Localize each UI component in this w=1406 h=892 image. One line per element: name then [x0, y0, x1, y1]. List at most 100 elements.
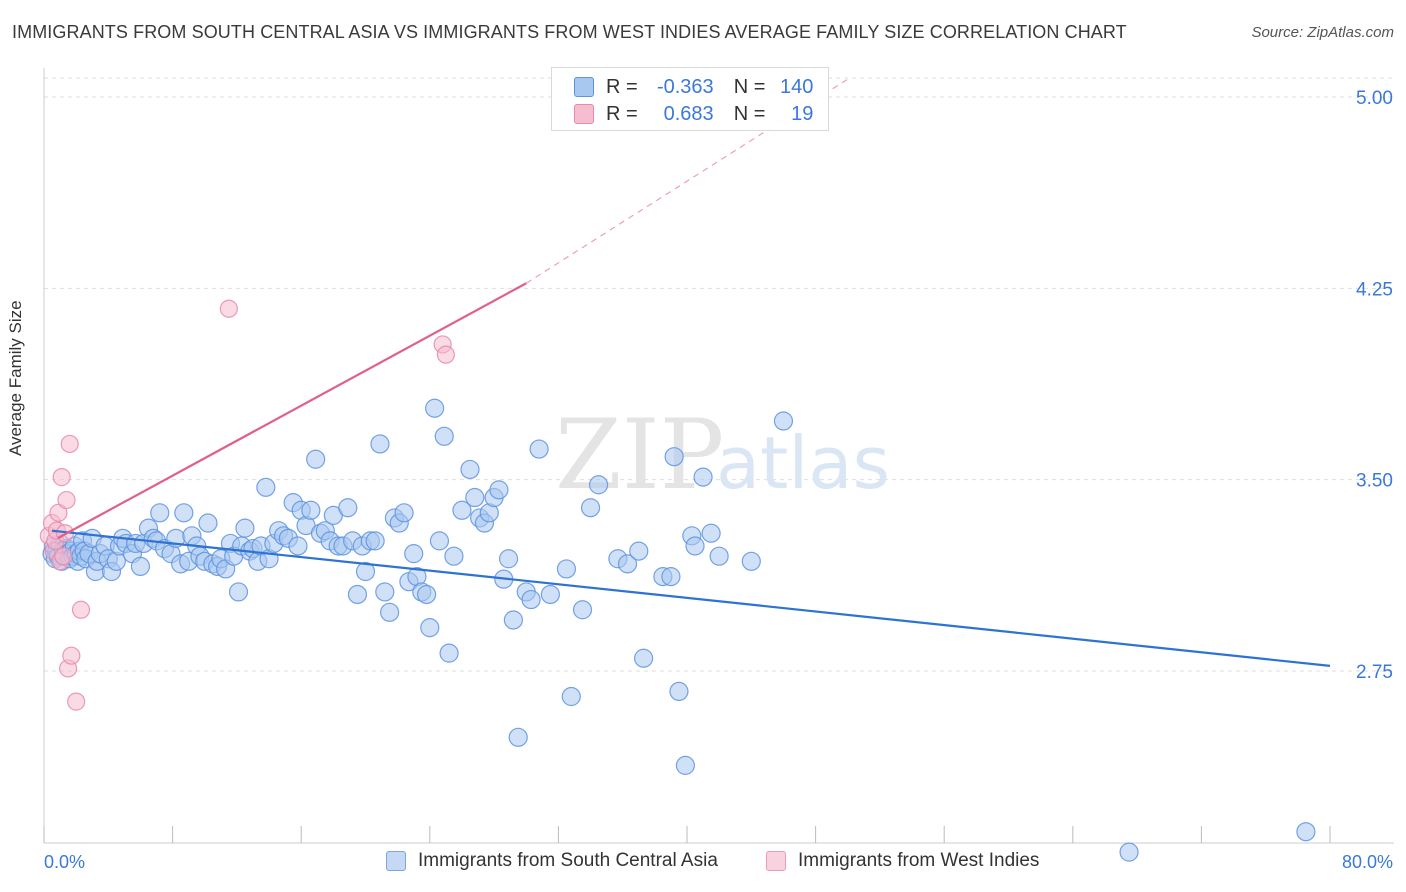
data-point — [375, 582, 395, 602]
data-point — [556, 559, 577, 579]
pink-swatch-icon — [574, 104, 594, 124]
r-label: R = — [606, 102, 638, 125]
legend-item-west-indies: Immigrants from West Indies — [766, 850, 1039, 872]
trend-line-south-central-asia — [51, 529, 1331, 667]
data-point — [219, 299, 238, 318]
data-point — [370, 434, 390, 454]
n-label: N = — [733, 75, 766, 98]
data-point — [633, 648, 654, 668]
y-tick-label: 4.25 — [1356, 279, 1393, 300]
data-point — [489, 480, 509, 500]
data-point — [338, 498, 358, 518]
data-point — [429, 531, 450, 551]
data-point — [394, 503, 414, 523]
r-value: -0.363 — [656, 75, 714, 98]
legend-item-south-central-asia: Immigrants from South Central Asia — [386, 850, 718, 872]
data-point — [561, 686, 581, 707]
x-tick-label-max: 80.0% — [1341, 852, 1393, 872]
blue-swatch-icon — [574, 77, 594, 97]
data-point — [773, 411, 794, 431]
data-point — [54, 547, 73, 566]
data-point — [420, 618, 440, 638]
pink-square-icon — [766, 851, 786, 871]
data-point — [380, 602, 400, 622]
data-point — [675, 755, 695, 775]
data-point — [256, 477, 276, 497]
data-point — [741, 551, 761, 571]
data-point — [1296, 822, 1316, 842]
data-point — [529, 439, 549, 459]
data-point — [508, 727, 528, 747]
data-point — [693, 467, 713, 487]
data-point — [404, 544, 424, 564]
stats-row-west-indies: R = 0.683 N = 19 — [574, 101, 813, 127]
data-point — [498, 549, 519, 569]
blue-square-icon — [386, 851, 406, 871]
n-value: 140 — [780, 75, 814, 98]
data-point — [572, 600, 593, 620]
gridlines — [44, 77, 1394, 672]
data-point — [460, 459, 480, 480]
data-point — [62, 646, 81, 665]
data-point — [685, 536, 705, 556]
data-point — [355, 561, 376, 582]
data-point — [452, 500, 472, 520]
y-axis-label: Average Family Size — [6, 300, 25, 456]
data-point — [71, 600, 91, 619]
correlation-stats-box: R = -0.363 N = 140 R = 0.683 N = 19 — [551, 67, 829, 131]
data-point — [669, 681, 689, 702]
y-tick-label: 5.00 — [1356, 88, 1393, 109]
trend-lines — [51, 78, 1331, 667]
data-point — [60, 434, 79, 454]
data-point — [174, 503, 194, 523]
n-value: 19 — [791, 102, 814, 125]
r-label: R = — [606, 75, 638, 98]
data-point — [1119, 842, 1139, 862]
data-point — [709, 546, 729, 566]
data-point — [434, 426, 454, 446]
data-point — [57, 490, 76, 510]
data-point — [67, 692, 86, 711]
legend-label: Immigrants from West Indies — [798, 850, 1040, 871]
data-point — [439, 643, 459, 663]
data-point — [580, 498, 601, 518]
data-point — [288, 536, 308, 556]
r-value: 0.683 — [663, 102, 714, 125]
data-point — [444, 546, 464, 566]
y-tick-labels: 2.75 3.50 4.25 5.00 — [1356, 88, 1393, 683]
data-point — [416, 584, 437, 605]
data-point — [664, 447, 684, 467]
legend-label: Immigrants from South Central Asia — [418, 850, 718, 871]
chart-title: IMMIGRANTS FROM SOUTH CENTRAL ASIA VS IM… — [12, 22, 1127, 42]
data-point — [503, 610, 523, 630]
data-point — [701, 523, 721, 543]
data-point — [347, 584, 368, 605]
data-point — [150, 503, 170, 523]
stats-row-south-central-asia: R = -0.363 N = 140 — [574, 74, 813, 100]
data-point — [365, 531, 385, 551]
x-tick-label-min: 0.0% — [44, 852, 86, 872]
watermark-atlas: atlas — [716, 421, 890, 505]
source-credit: Source: ZipAtlas.com — [1251, 24, 1394, 41]
data-point — [465, 487, 485, 508]
y-tick-label: 2.75 — [1356, 662, 1393, 683]
data-point — [130, 556, 151, 577]
data-point — [436, 345, 455, 364]
series-west-indies — [39, 299, 455, 711]
watermark-zip: ZIP — [555, 399, 724, 511]
n-label: N = — [733, 102, 766, 125]
data-point — [540, 584, 560, 605]
axes — [43, 68, 1394, 844]
data-point — [301, 500, 321, 520]
data-point — [617, 554, 638, 574]
trend-extension-west-indies — [525, 78, 849, 284]
trend-line-west-indies — [57, 282, 527, 539]
data-point — [306, 449, 326, 469]
data-point — [521, 589, 541, 610]
data-point — [235, 518, 255, 538]
data-point — [425, 398, 445, 418]
data-point — [228, 582, 249, 602]
data-point — [198, 513, 218, 533]
data-point — [588, 475, 609, 495]
